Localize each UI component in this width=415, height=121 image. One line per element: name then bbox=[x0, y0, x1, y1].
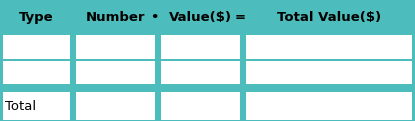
Bar bbox=[161, 35, 240, 59]
Bar bbox=[161, 92, 240, 120]
Text: Total: Total bbox=[5, 100, 36, 113]
Bar bbox=[3, 35, 70, 59]
Bar bbox=[246, 92, 412, 120]
Bar bbox=[3, 92, 70, 120]
Bar bbox=[76, 35, 155, 59]
Text: Number: Number bbox=[85, 11, 145, 24]
Bar bbox=[76, 61, 155, 84]
Text: Type: Type bbox=[19, 11, 54, 24]
Text: =: = bbox=[234, 11, 245, 24]
Bar bbox=[246, 61, 412, 84]
Bar bbox=[3, 61, 70, 84]
Text: Value($): Value($) bbox=[169, 11, 232, 24]
Text: Total Value($): Total Value($) bbox=[277, 11, 381, 24]
Text: •: • bbox=[151, 11, 159, 24]
Bar bbox=[76, 92, 155, 120]
Bar bbox=[0, 85, 415, 91]
Bar bbox=[161, 61, 240, 84]
Bar bbox=[246, 35, 412, 59]
